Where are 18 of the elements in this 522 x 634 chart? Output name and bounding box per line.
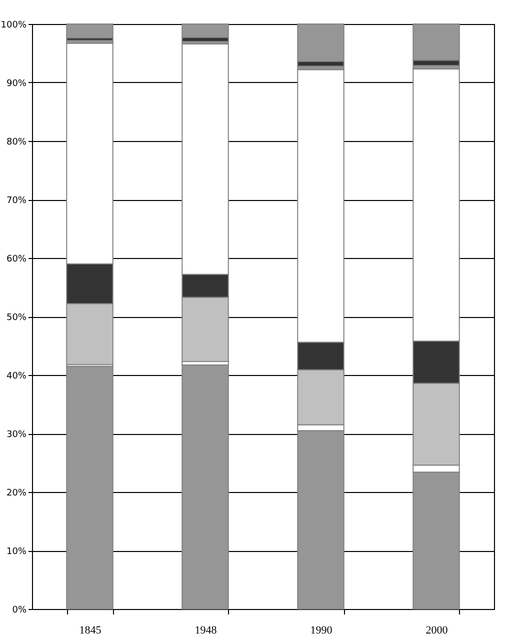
x-tick-label: 1845 bbox=[79, 624, 102, 634]
bar bbox=[182, 24, 229, 38]
x-tick-label: 1948 bbox=[194, 624, 218, 634]
y-tick-label: 0% bbox=[12, 606, 27, 616]
y-tick-label: 50% bbox=[6, 313, 27, 323]
y-tick-label: 70% bbox=[6, 196, 27, 206]
y-tick-label: 10% bbox=[6, 547, 27, 557]
bar bbox=[66, 24, 114, 39]
y-tick-label: 90% bbox=[6, 79, 27, 89]
x-tick-label: 1990 bbox=[310, 624, 333, 634]
y-tick-label: 40% bbox=[6, 372, 27, 382]
y-tick-label: 30% bbox=[6, 430, 27, 440]
bar bbox=[182, 364, 229, 610]
x-tick-label: 2000 bbox=[426, 624, 448, 634]
y-tick-label: 20% bbox=[6, 488, 27, 498]
y-tick-label: 80% bbox=[6, 138, 27, 148]
y-tick-label: 60% bbox=[6, 254, 27, 264]
y-tick-label: 100% bbox=[0, 20, 27, 30]
